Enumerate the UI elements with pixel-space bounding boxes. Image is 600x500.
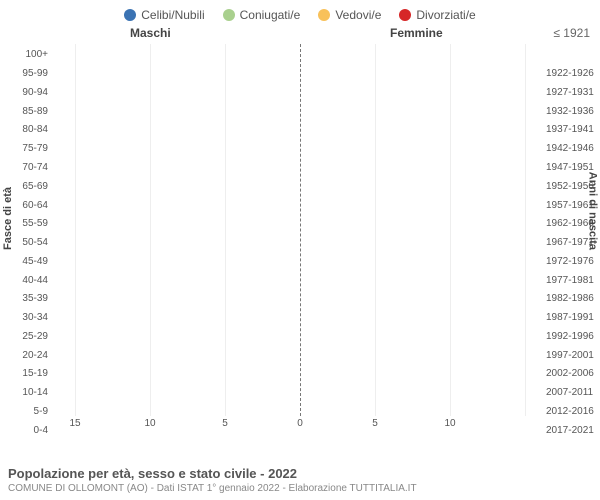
- age-label: 95-99: [4, 65, 52, 84]
- gridline: [225, 44, 226, 416]
- birth-year-label: 1922-1926: [542, 65, 598, 84]
- birth-year-label: 1937-1941: [542, 121, 598, 140]
- age-label: 70-74: [4, 159, 52, 178]
- birth-year-label: 2012-2016: [542, 403, 598, 422]
- x-tick: 5: [222, 418, 228, 429]
- x-tick: 10: [444, 418, 455, 429]
- chart-subtitle: COMUNE DI OLLOMONT (AO) - Dati ISTAT 1° …: [8, 483, 592, 494]
- legend-item: Vedovi/e: [318, 8, 381, 22]
- y-axis-left-title: Fasce di età: [2, 187, 14, 250]
- age-label: 10-14: [4, 384, 52, 403]
- center-axis: [300, 44, 301, 416]
- age-label: 25-29: [4, 327, 52, 346]
- gridline: [450, 44, 451, 416]
- age-label: 75-79: [4, 140, 52, 159]
- y-axis-right-title: Anni di nascita: [586, 172, 598, 250]
- birth-year-label: 1942-1946: [542, 140, 598, 159]
- birth-year-label: 2017-2021: [542, 421, 598, 440]
- header-birth-first: ≤ 1921: [553, 26, 590, 40]
- header-male: Maschi: [130, 26, 171, 40]
- age-label: 40-44: [4, 271, 52, 290]
- age-label: 85-89: [4, 102, 52, 121]
- legend-item: Celibi/Nubili: [124, 8, 204, 22]
- birth-year-label: [542, 46, 598, 65]
- population-pyramid-chart: Celibi/Nubili Coniugati/e Vedovi/e Divorzia…: [0, 0, 600, 500]
- birth-year-label: 1982-1986: [542, 290, 598, 309]
- birth-year-label: 1977-1981: [542, 271, 598, 290]
- legend-swatch: [223, 9, 235, 21]
- gridline: [375, 44, 376, 416]
- column-headers: Maschi Femmine ≤ 1921: [0, 26, 600, 42]
- birth-year-label: 1987-1991: [542, 309, 598, 328]
- birth-year-label: 1932-1936: [542, 102, 598, 121]
- plot-area: 15 10 5 0 5 10: [60, 44, 540, 434]
- legend-item: Divorziati/e: [399, 8, 475, 22]
- age-label: 30-34: [4, 309, 52, 328]
- birth-year-label: 2007-2011: [542, 384, 598, 403]
- legend-label: Celibi/Nubili: [141, 8, 204, 22]
- age-label: 15-19: [4, 365, 52, 384]
- legend-label: Divorziati/e: [416, 8, 475, 22]
- chart-footer: Popolazione per età, sesso e stato civil…: [8, 466, 592, 494]
- header-female: Femmine: [390, 26, 443, 40]
- birth-year-label: 1992-1996: [542, 327, 598, 346]
- age-label: 5-9: [4, 403, 52, 422]
- x-axis-ticks: 15 10 5 0 5 10: [60, 418, 540, 434]
- x-tick: 15: [69, 418, 80, 429]
- age-label: 45-49: [4, 252, 52, 271]
- age-label: 35-39: [4, 290, 52, 309]
- chart-title: Popolazione per età, sesso e stato civil…: [8, 466, 592, 481]
- age-label: 80-84: [4, 121, 52, 140]
- gridline: [150, 44, 151, 416]
- birth-year-label: 1997-2001: [542, 346, 598, 365]
- age-label: 20-24: [4, 346, 52, 365]
- legend-label: Coniugati/e: [240, 8, 301, 22]
- legend-item: Coniugati/e: [223, 8, 301, 22]
- x-tick: 0: [297, 418, 303, 429]
- legend-swatch: [124, 9, 136, 21]
- legend-swatch: [399, 9, 411, 21]
- age-label: 0-4: [4, 421, 52, 440]
- x-tick: 5: [372, 418, 378, 429]
- legend: Celibi/Nubili Coniugati/e Vedovi/e Divorzia…: [0, 0, 600, 26]
- x-tick: 10: [144, 418, 155, 429]
- gridline: [525, 44, 526, 416]
- gridline: [75, 44, 76, 416]
- birth-year-label: 1972-1976: [542, 252, 598, 271]
- age-label: 90-94: [4, 84, 52, 103]
- legend-label: Vedovi/e: [335, 8, 381, 22]
- age-label: 100+: [4, 46, 52, 65]
- birth-year-label: 2002-2006: [542, 365, 598, 384]
- birth-year-label: 1927-1931: [542, 84, 598, 103]
- legend-swatch: [318, 9, 330, 21]
